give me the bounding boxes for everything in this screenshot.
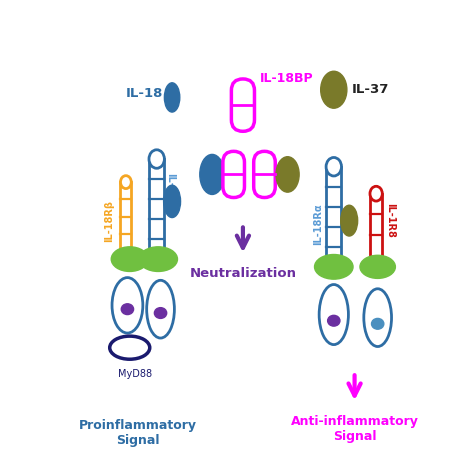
Text: Proinflammatory
Signal: Proinflammatory Signal — [78, 419, 196, 447]
Ellipse shape — [139, 247, 177, 271]
Ellipse shape — [111, 247, 148, 271]
Text: IL-18: IL-18 — [126, 87, 163, 100]
Ellipse shape — [164, 83, 180, 112]
Ellipse shape — [164, 185, 181, 218]
Ellipse shape — [112, 278, 143, 333]
Ellipse shape — [321, 71, 347, 108]
FancyBboxPatch shape — [254, 151, 275, 197]
Ellipse shape — [341, 205, 358, 236]
Ellipse shape — [372, 319, 384, 329]
Ellipse shape — [146, 280, 174, 338]
Ellipse shape — [328, 315, 340, 326]
Text: MyD88: MyD88 — [118, 369, 152, 379]
Ellipse shape — [315, 254, 353, 279]
Ellipse shape — [360, 255, 395, 278]
Ellipse shape — [149, 150, 164, 168]
Text: IL-18Rα: IL-18Rα — [165, 173, 175, 214]
Text: IL-18Rα: IL-18Rα — [313, 204, 323, 245]
Ellipse shape — [121, 304, 134, 314]
Text: IL-1R8: IL-1R8 — [385, 203, 395, 238]
Text: Neutralization: Neutralization — [190, 267, 296, 280]
Ellipse shape — [155, 308, 167, 319]
Ellipse shape — [364, 289, 392, 347]
Ellipse shape — [120, 176, 131, 189]
Text: IL-37: IL-37 — [352, 83, 389, 96]
Text: IL-18BP: IL-18BP — [260, 72, 313, 84]
Ellipse shape — [276, 157, 299, 192]
Text: IL-18Rβ: IL-18Rβ — [104, 200, 114, 241]
FancyBboxPatch shape — [223, 151, 245, 197]
Text: Anti-inflammatory
Signal: Anti-inflammatory Signal — [291, 414, 419, 442]
FancyBboxPatch shape — [231, 79, 255, 131]
Ellipse shape — [200, 154, 225, 195]
Ellipse shape — [109, 336, 150, 359]
Ellipse shape — [326, 157, 341, 176]
Ellipse shape — [319, 285, 348, 345]
Ellipse shape — [370, 186, 383, 201]
